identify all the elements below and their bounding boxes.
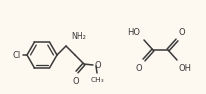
Text: O: O (135, 64, 141, 73)
Text: HO: HO (126, 28, 139, 37)
Text: O: O (178, 28, 185, 37)
Text: OH: OH (178, 64, 191, 73)
Text: Cl: Cl (13, 50, 21, 60)
Text: O: O (72, 77, 79, 86)
Text: NH₂: NH₂ (71, 32, 85, 41)
Text: CH₃: CH₃ (91, 77, 104, 83)
Text: O: O (95, 61, 101, 69)
